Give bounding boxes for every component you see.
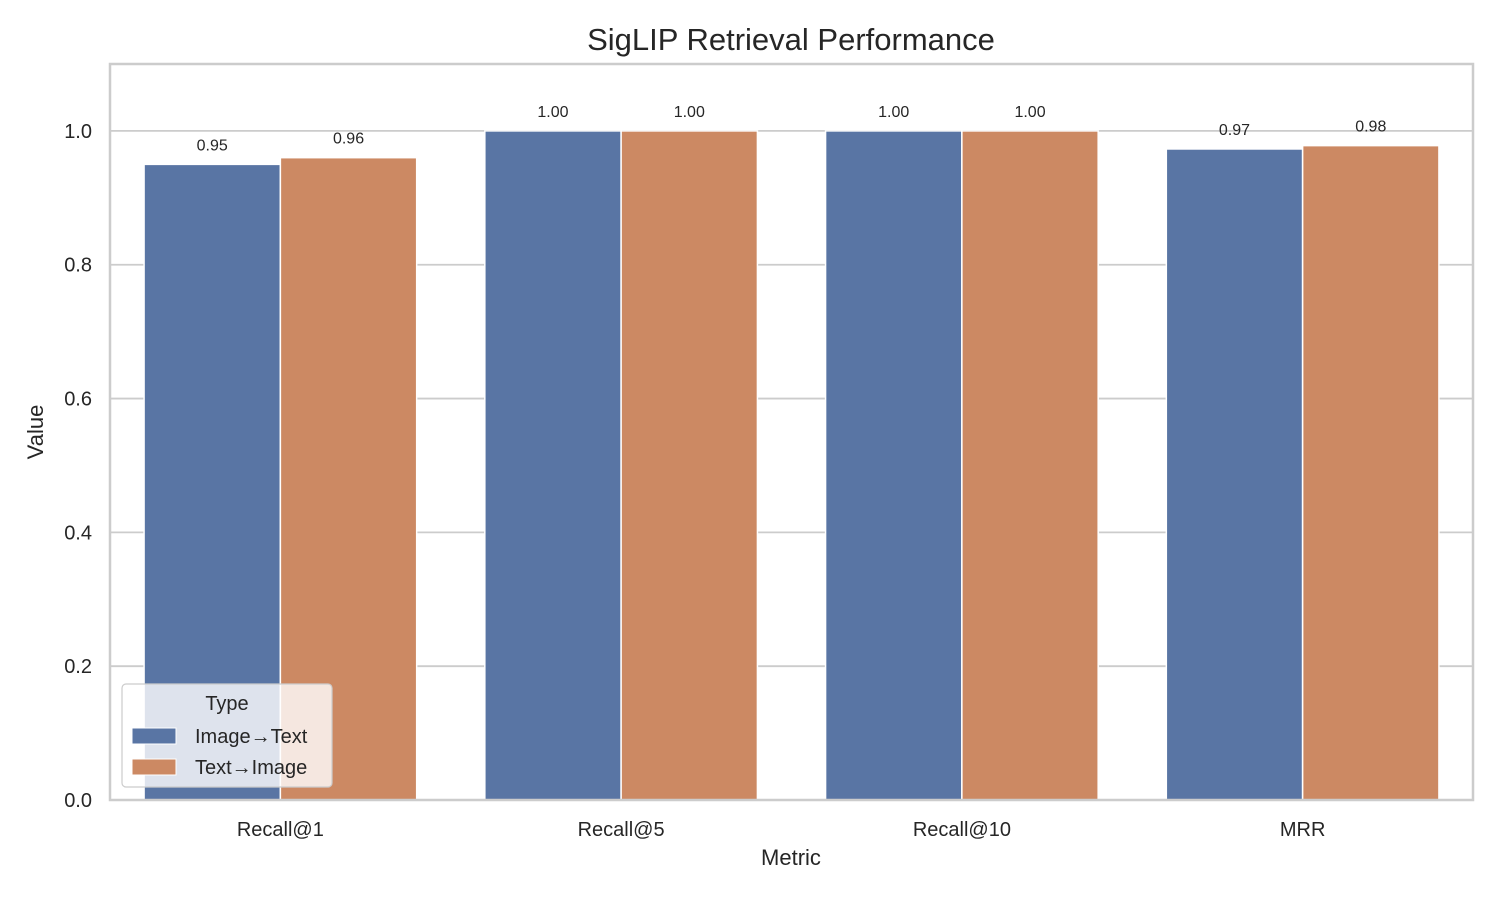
bar-recall-5-text-image xyxy=(620,130,759,801)
bar-mrr-text-image xyxy=(1301,144,1440,801)
legend: Type Image→Text Text→Image xyxy=(121,683,333,788)
x-tick-label: Recall@5 xyxy=(578,819,665,841)
x-tick-label: MRR xyxy=(1280,819,1326,841)
data-label: 0.95 xyxy=(197,137,228,154)
data-label: 1.00 xyxy=(537,104,568,121)
y-tick-label: 0.8 xyxy=(64,255,92,277)
plot-frame xyxy=(108,62,1475,802)
x-tick-label: Recall@1 xyxy=(237,819,324,841)
bars xyxy=(143,130,1440,801)
data-label: 1.00 xyxy=(674,104,705,121)
y-tick-label: 0.0 xyxy=(64,790,92,812)
bar-mrr-image-text xyxy=(1165,148,1304,801)
bar-recall-5-image-text xyxy=(484,130,622,801)
legend-title: Type xyxy=(205,693,248,715)
bar-recall-10-image-text xyxy=(824,130,963,801)
x-tick-label: Recall@10 xyxy=(913,819,1011,841)
y-axis-ticks: 0.0 0.2 0.4 0.6 0.8 1.0 xyxy=(64,121,92,812)
data-label: 1.00 xyxy=(878,104,909,121)
data-label: 0.96 xyxy=(333,131,364,148)
data-labels: 0.95 0.96 1.00 1.00 1.00 1.00 0.97 0.98 xyxy=(197,104,1387,154)
y-tick-label: 0.4 xyxy=(64,522,92,544)
chart-title: SigLIP Retrieval Performance xyxy=(587,22,995,57)
data-label: 0.98 xyxy=(1355,119,1386,136)
y-tick-label: 0.6 xyxy=(64,389,92,411)
y-tick-label: 0.2 xyxy=(64,656,92,678)
legend-swatch-image-to-text xyxy=(131,727,177,745)
legend-label-text-to-image: Text→Image xyxy=(195,757,307,779)
bar-recall-10-text-image xyxy=(961,130,1099,801)
legend-label-image-to-text: Image→Text xyxy=(195,726,308,748)
y-axis-title: Value xyxy=(23,405,48,460)
x-axis-ticks: Recall@1 Recall@5 Recall@10 MRR xyxy=(237,819,1326,841)
legend-swatch-text-to-image xyxy=(131,758,177,776)
data-label: 1.00 xyxy=(1014,104,1045,121)
y-tick-label: 1.0 xyxy=(64,121,92,143)
data-label: 0.97 xyxy=(1219,122,1250,139)
x-axis-title: Metric xyxy=(761,845,821,870)
